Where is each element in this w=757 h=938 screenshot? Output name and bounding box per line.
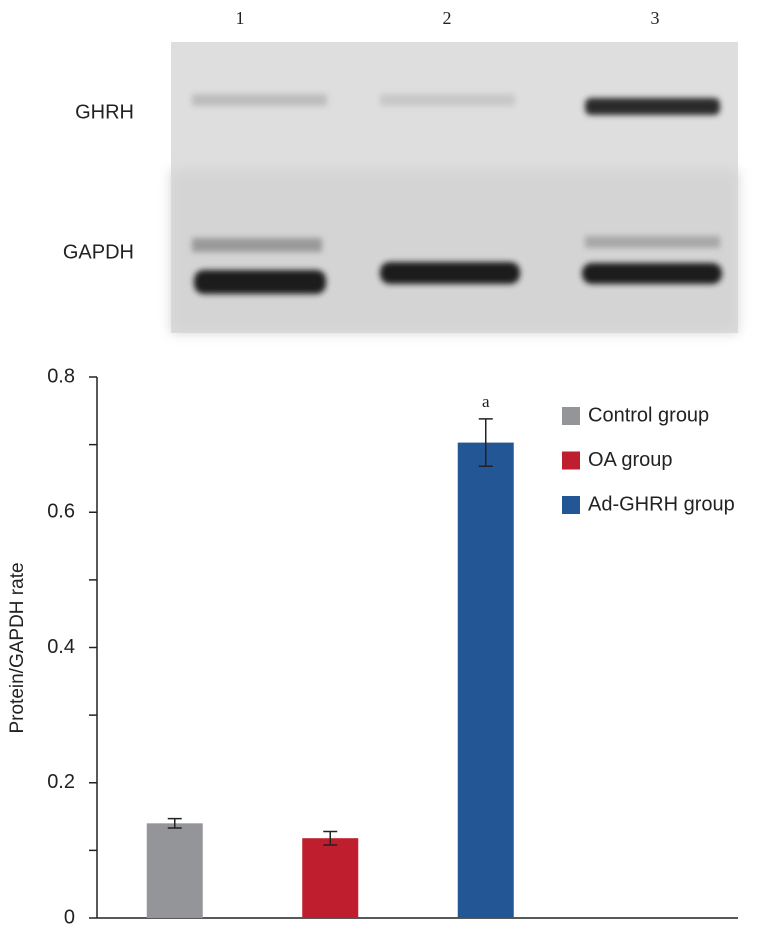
bar [146,823,203,918]
y-tick-label: 0.8 [47,365,75,387]
row-label: GHRH [75,101,134,123]
y-tick-label: 0.4 [47,636,75,658]
legend-label: Control group [588,404,709,426]
legend-label: OA group [588,449,673,471]
lane-label: 1 [236,8,245,28]
bar [302,838,359,918]
y-tick-label: 0.6 [47,501,75,523]
blot-labels: 1 2 3 GHRH GAPDH [63,8,660,263]
legend-swatch [562,451,580,470]
blot-image [171,42,738,333]
legend-swatch [562,407,580,425]
y-tick-label: 0 [64,906,75,928]
lane-label: 2 [443,8,452,28]
lane-label: 3 [651,8,660,28]
y-axis-label: Protein/GAPDH rate [7,562,28,733]
legend-label: Ad-GHRH group [588,493,735,515]
annotation: a [482,392,490,411]
bar [457,442,514,918]
row-label: GAPDH [63,241,134,263]
error-bar [323,830,338,846]
y-tick-label: 0.2 [47,771,75,793]
error-bar [167,817,182,829]
chart: 0 0.2 0.4 0.6 0.8 Protein/GAPDH rate Control g… [7,365,738,928]
error-bar [478,418,493,468]
legend-swatch [562,496,580,514]
